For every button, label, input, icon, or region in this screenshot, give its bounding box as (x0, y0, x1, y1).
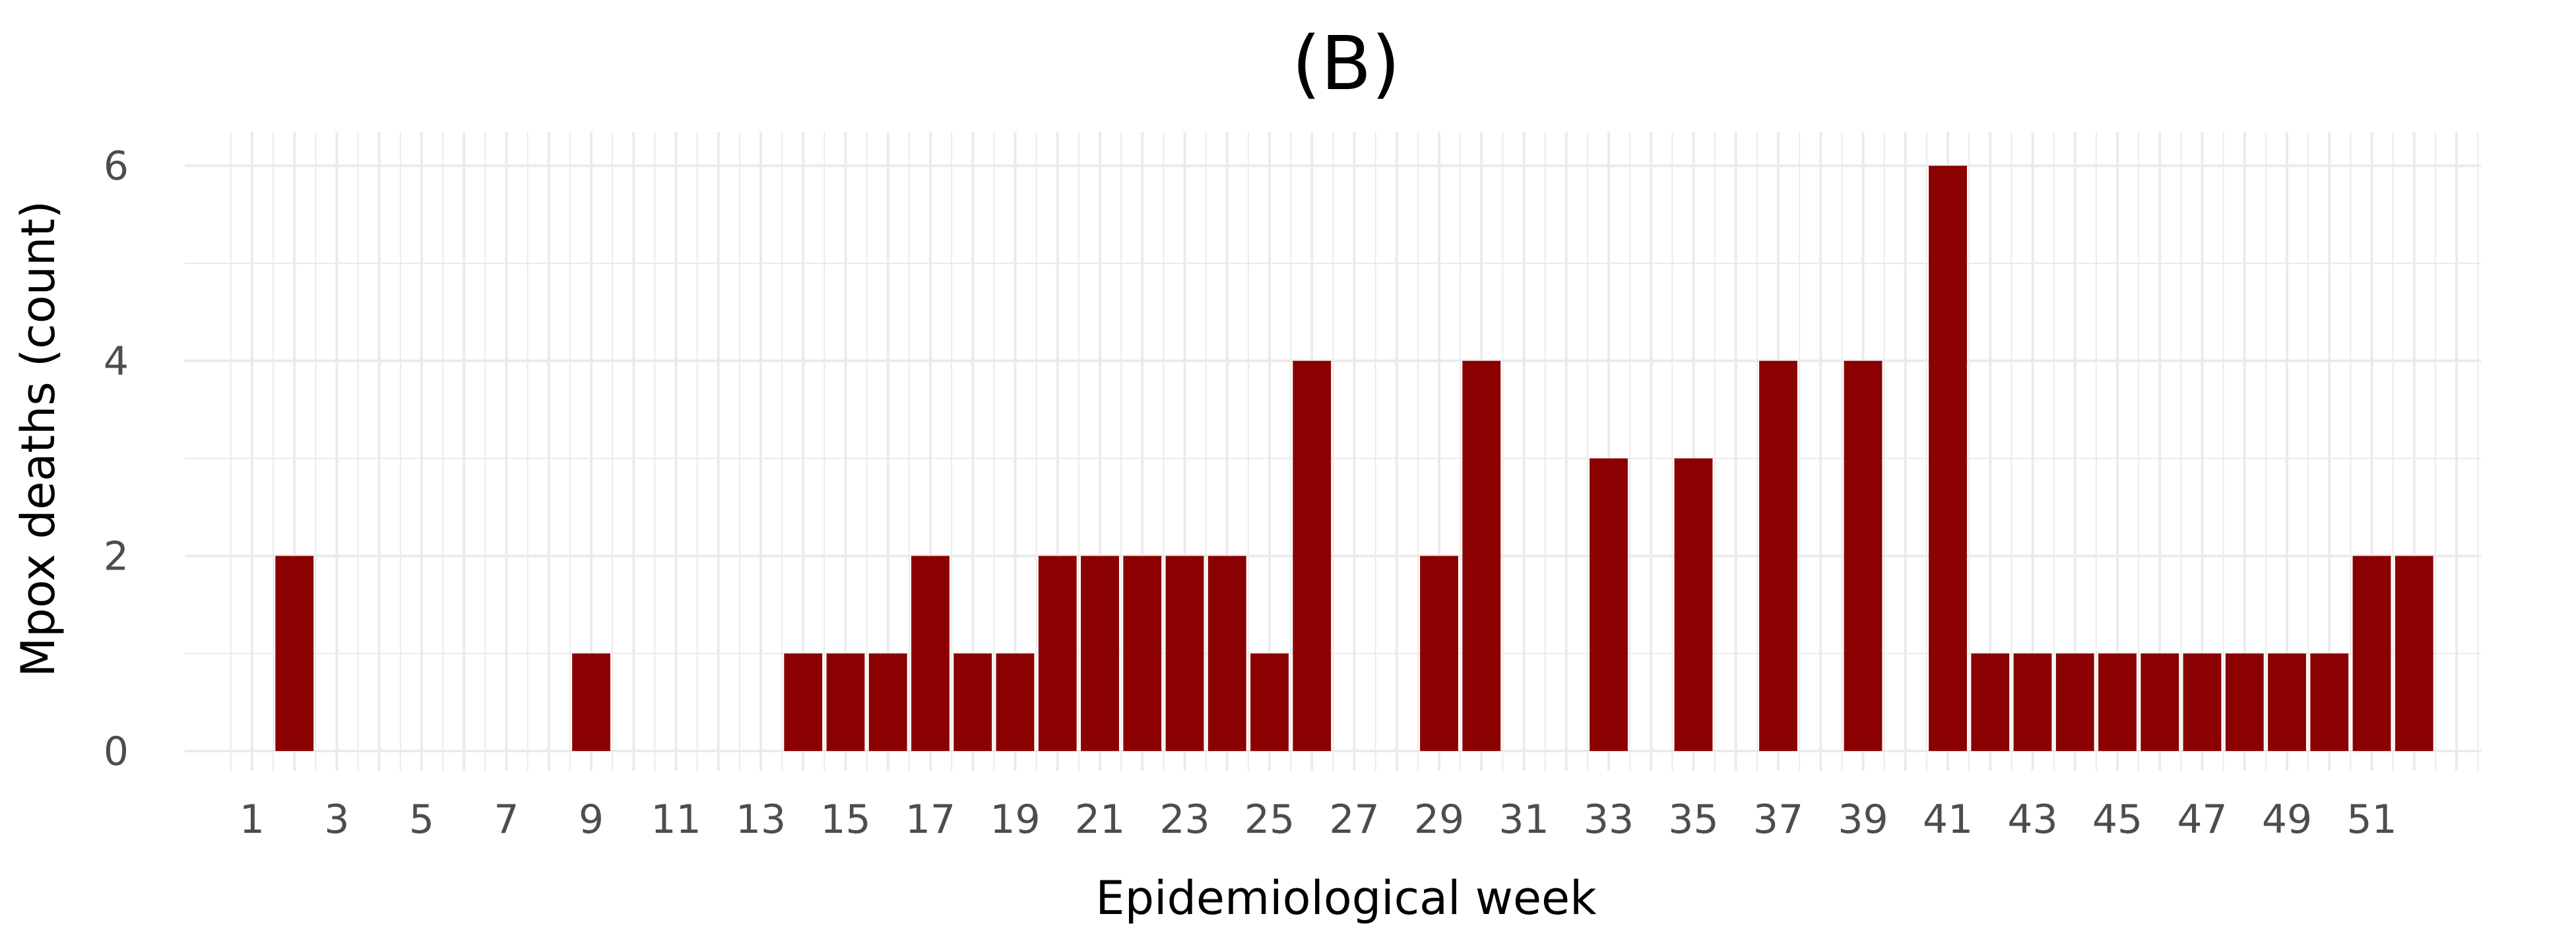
x-tick-label: 13 (736, 797, 786, 843)
bar-week-42 (1971, 653, 2010, 751)
bar-week-41 (1929, 166, 1967, 751)
x-tick-label: 37 (1753, 797, 1803, 843)
x-tick-label: 31 (1498, 797, 1549, 843)
x-tick-label: 1 (240, 797, 265, 843)
x-tick-label: 15 (820, 797, 870, 843)
x-tick-label: 27 (1329, 797, 1379, 843)
bar-week-35 (1674, 458, 1713, 751)
bar-week-26 (1293, 360, 1332, 751)
bar-week-44 (2055, 653, 2094, 751)
bar-week-9 (572, 653, 610, 751)
bar-week-46 (2141, 653, 2179, 751)
bar-week-24 (1208, 556, 1246, 751)
bar-week-29 (1420, 556, 1458, 751)
chart-title: (B) (1292, 21, 1400, 107)
x-tick-label: 25 (1244, 797, 1295, 843)
bar-week-45 (2098, 653, 2137, 751)
bar-week-20 (1038, 556, 1077, 751)
bar-week-16 (868, 653, 907, 751)
grid-layer (185, 132, 2481, 771)
x-tick-label: 7 (494, 797, 519, 843)
y-tick-label: 0 (104, 729, 129, 775)
bar-week-48 (2225, 653, 2264, 751)
bar-week-23 (1165, 556, 1204, 751)
bar-week-49 (2268, 653, 2306, 751)
bar-week-39 (1844, 360, 1883, 751)
x-tick-label: 33 (1584, 797, 1634, 843)
bar-week-14 (784, 653, 823, 751)
bar-week-51 (2352, 556, 2391, 751)
bar-week-21 (1081, 556, 1119, 751)
bar-week-52 (2395, 556, 2433, 751)
y-tick-label: 2 (104, 533, 129, 579)
x-axis-title: Epidemiological week (1095, 871, 1597, 925)
x-tick-label: 43 (2007, 797, 2057, 843)
bar-week-37 (1759, 360, 1797, 751)
y-tick-label: 6 (104, 143, 129, 189)
bar-week-25 (1250, 653, 1289, 751)
x-tick-label: 29 (1414, 797, 1464, 843)
bar-week-18 (953, 653, 992, 751)
x-tick-label: 45 (2092, 797, 2142, 843)
bar-week-30 (1462, 360, 1501, 751)
x-tick-label: 49 (2262, 797, 2312, 843)
x-tick-label: 17 (905, 797, 955, 843)
bar-week-43 (2013, 653, 2052, 751)
bar-layer (275, 166, 2433, 751)
bar-week-15 (826, 653, 865, 751)
x-tick-label: 51 (2346, 797, 2397, 843)
bar-week-2 (275, 556, 314, 751)
bar-week-19 (996, 653, 1035, 751)
x-tick-label: 39 (1838, 797, 1888, 843)
x-tick-label: 47 (2177, 797, 2227, 843)
bar-week-33 (1590, 458, 1628, 751)
x-tick-label: 23 (1159, 797, 1209, 843)
x-tick-label: 41 (1923, 797, 1973, 843)
x-tick-label: 21 (1075, 797, 1125, 843)
bar-week-17 (911, 556, 950, 751)
bar-week-47 (2183, 653, 2222, 751)
x-tick-label: 5 (409, 797, 434, 843)
x-tick-label: 3 (324, 797, 349, 843)
bar-week-22 (1123, 556, 1162, 751)
bar-week-50 (2310, 653, 2349, 751)
x-tick-label: 19 (990, 797, 1040, 843)
x-tick-label: 11 (651, 797, 701, 843)
x-tick-label: 35 (1668, 797, 1718, 843)
y-tick-label: 4 (104, 339, 129, 385)
y-axis-title: Mpox deaths (count) (11, 201, 65, 677)
x-tick-label: 9 (579, 797, 604, 843)
